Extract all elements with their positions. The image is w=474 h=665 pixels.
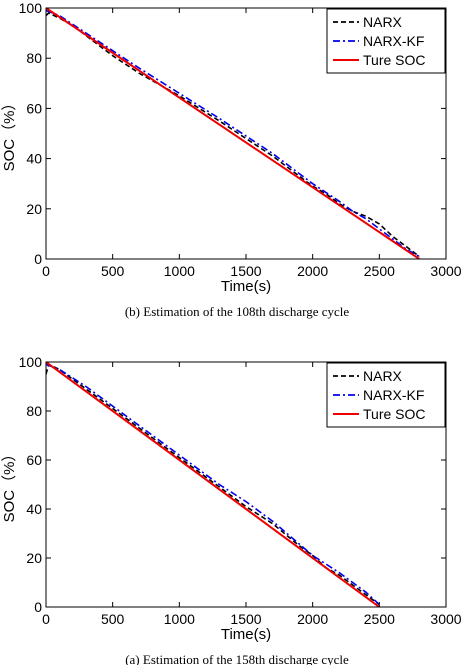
x-tick-label: 3000 [430,263,461,279]
y-tick-label: 40 [26,151,42,167]
x-tick-label: 1000 [164,263,195,279]
x-tick-label: 500 [101,611,125,627]
series-line-ture-soc [46,8,420,259]
series-line-narx [46,363,380,606]
series-line-narx-kf [46,363,380,606]
x-axis-label: Time(s) [221,278,271,295]
y-tick-label: 100 [19,0,43,16]
x-tick-label: 1500 [230,611,261,627]
x-tick-label: 0 [42,611,50,627]
y-tick-label: 60 [26,452,42,468]
figure-caption: (b) Estimation of the 108th discharge cy… [125,304,350,319]
y-tick-label: 100 [19,354,43,370]
legend-label: Ture SOC [363,406,426,422]
legend-label: NARX [363,368,403,384]
y-tick-label: 0 [34,251,42,267]
legend: NARX NARX-KF Ture SOC [326,8,446,74]
legend-label: NARX-KF [363,387,424,403]
y-axis-label: SOC（%） [1,447,18,523]
legend-label: Ture SOC [363,52,426,68]
legend-box [326,8,446,74]
legend: NARX NARX-KF Ture SOC [326,362,446,428]
x-tick-label: 500 [101,263,125,279]
y-tick-label: 60 [26,100,42,116]
y-axis-label: SOC（%） [1,96,18,172]
series-line-ture-soc [46,362,380,607]
x-tick-label: 0 [42,263,50,279]
x-tick-label: 2000 [297,263,328,279]
x-axis-label: Time(s) [221,626,271,643]
x-tick-label: 2500 [364,611,395,627]
series-group [46,8,420,259]
y-tick-label: 20 [26,550,42,566]
legend-label: NARX-KF [363,33,424,49]
chart-1: 0 500 1000 1500 2000 2500 3000 0 20 40 60 80 100 Time… [1,354,462,665]
x-tick-label: 1000 [164,611,195,627]
y-tick-label: 20 [26,201,42,217]
legend-box [326,362,446,428]
y-tick-label: 40 [26,501,42,517]
y-tick-label: 80 [26,403,42,419]
y-tick-label: 0 [34,599,42,615]
x-tick-label: 2500 [364,263,395,279]
chart-0: 0 500 1000 1500 2000 2500 3000 0 20 40 60 80 100 Time… [1,0,462,319]
series-group [46,362,380,607]
x-tick-label: 2000 [297,611,328,627]
x-tick-label: 3000 [430,611,461,627]
figure-caption: (a) Estimation of the 158th discharge cy… [125,652,349,665]
x-tick-label: 1500 [230,263,261,279]
y-tick-label: 80 [26,50,42,66]
legend-label: NARX [363,14,403,30]
